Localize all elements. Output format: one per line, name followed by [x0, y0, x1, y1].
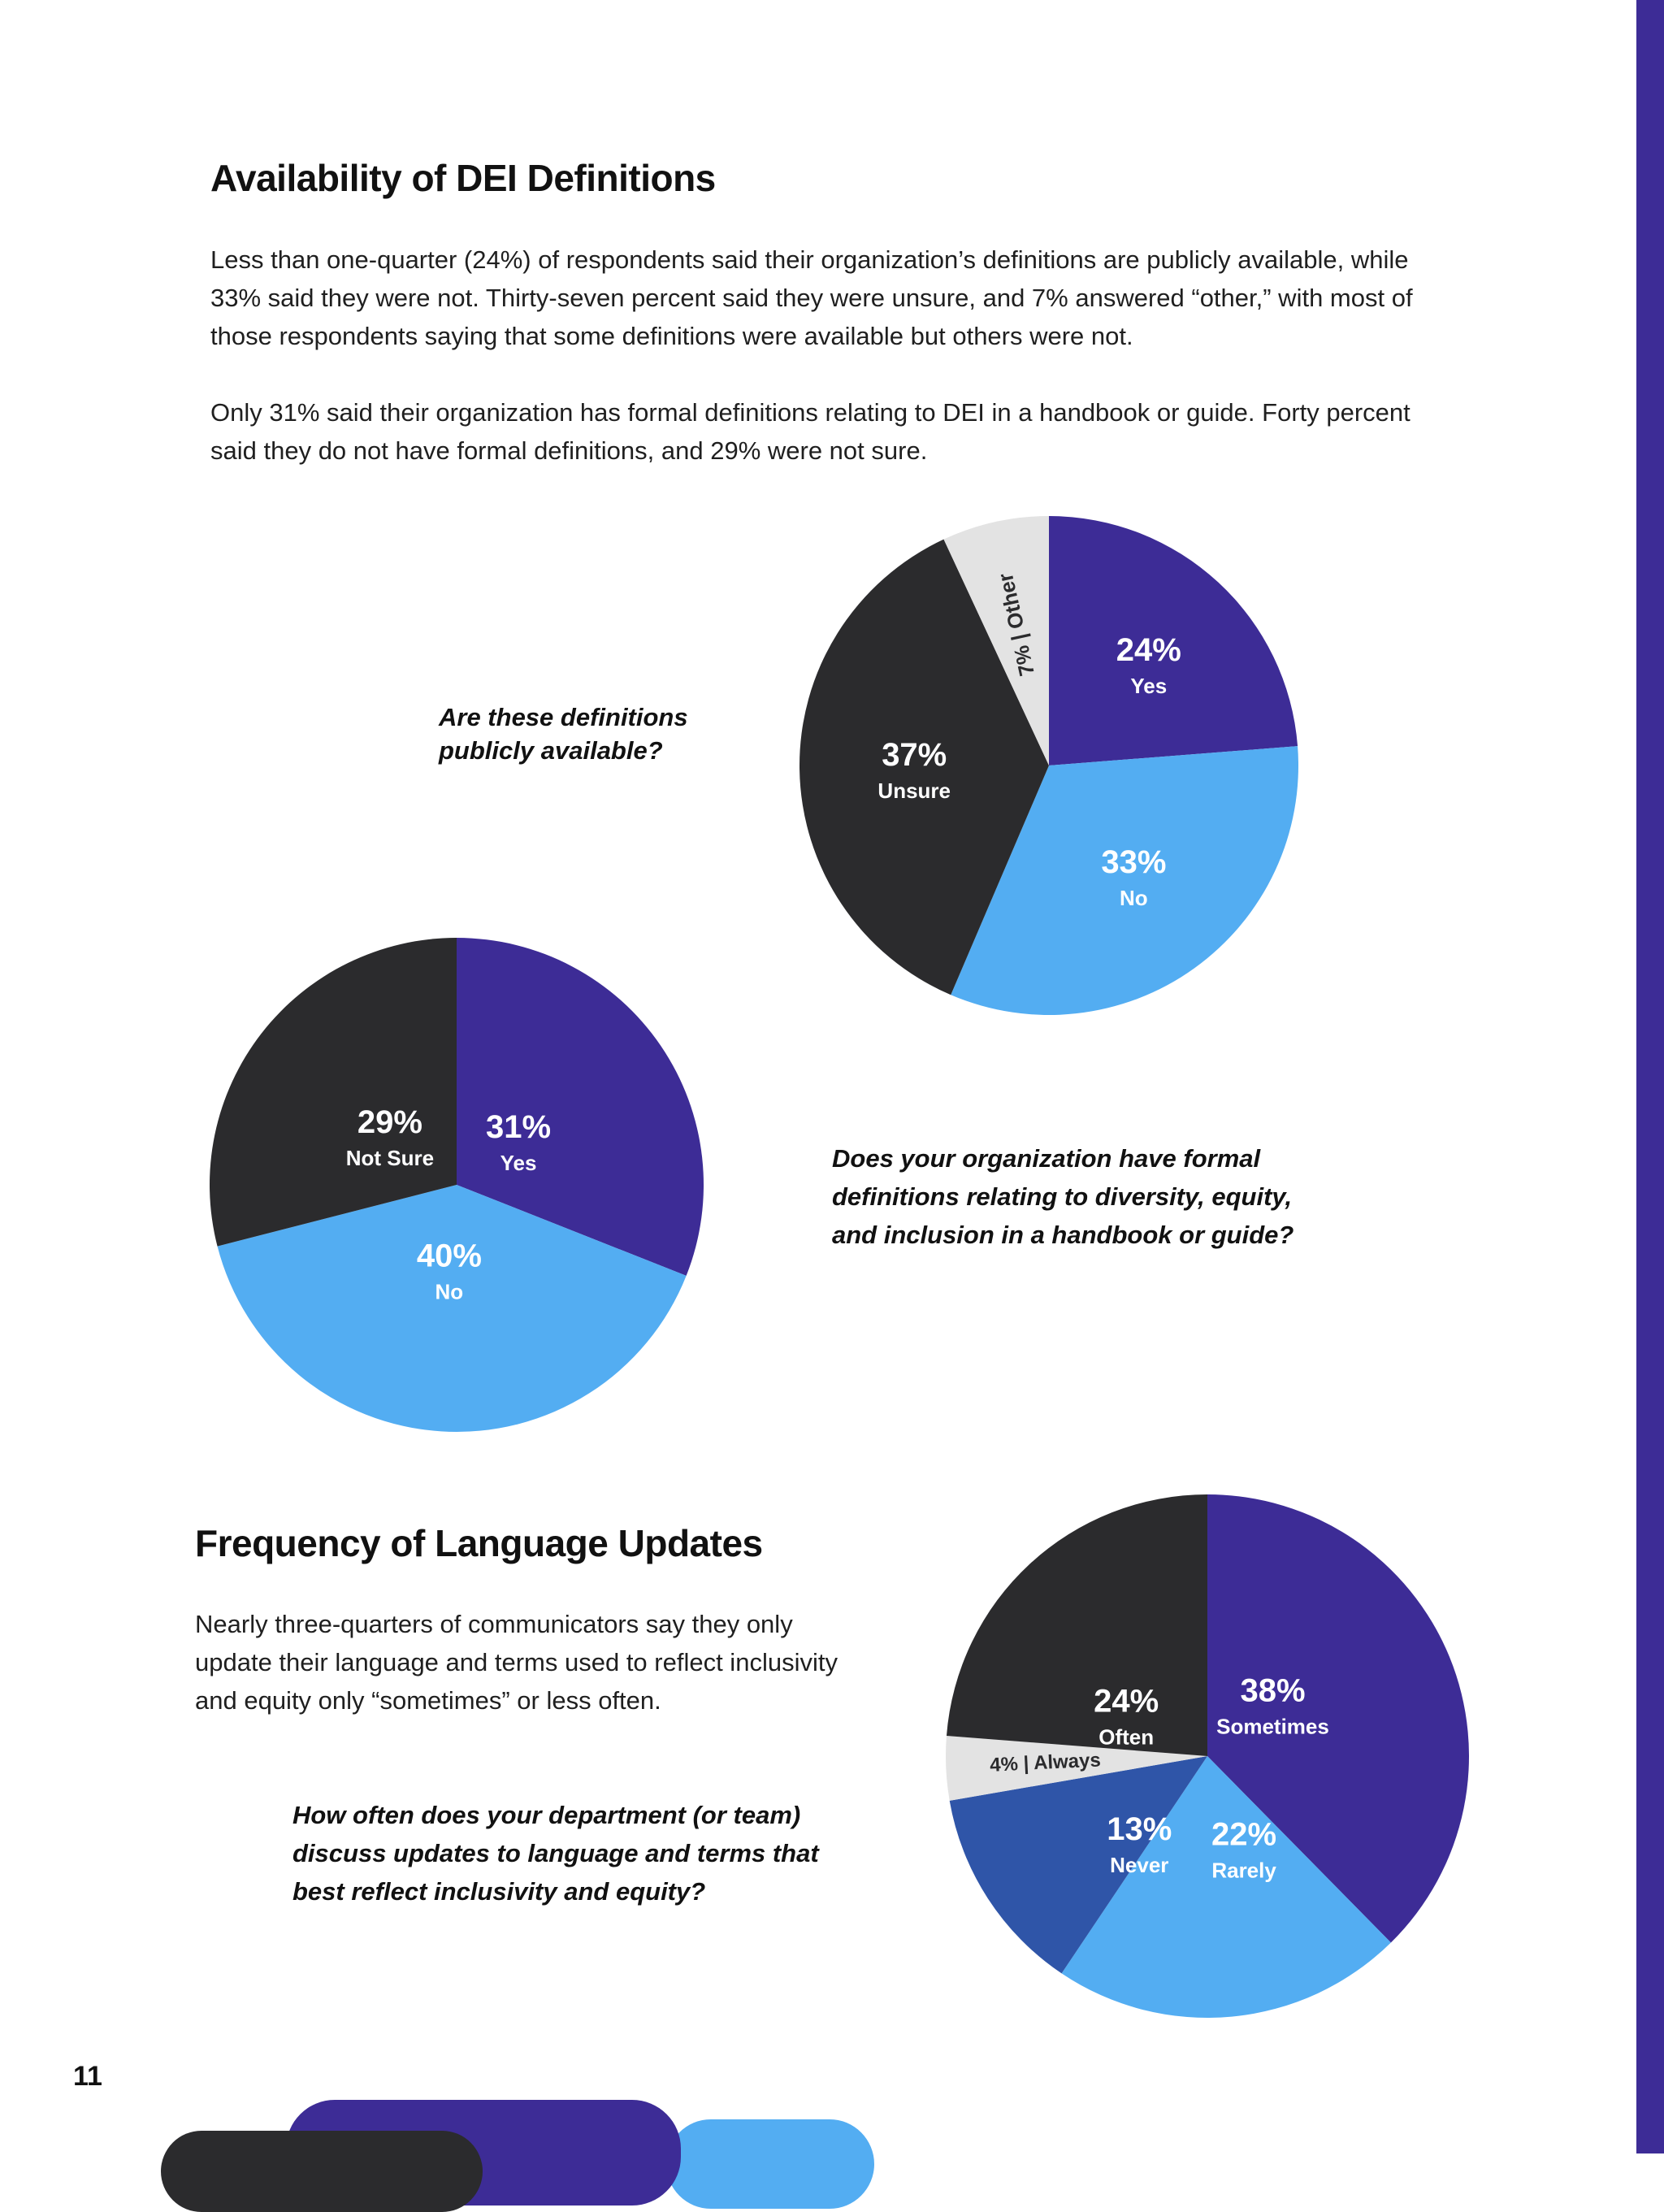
question-line: publicly available? [439, 736, 663, 765]
pie-chart-language-updates: 38% Sometimes 22% Rarely 13% Never 4% | Always… [946, 1494, 1469, 2018]
pie-category-label: Often [1098, 1724, 1154, 1749]
pie-slice-often [946, 1494, 1207, 1756]
question-line: Does your organization have formal [832, 1144, 1261, 1173]
pie-slice-yes [457, 938, 704, 1276]
section2-paragraph: Nearly three-quarters of communicators s… [195, 1605, 838, 1720]
paragraph-line: update their language and terms used to … [195, 1648, 838, 1676]
pie-value-label: 22% [1211, 1816, 1276, 1852]
question-line: definitions relating to diversity, equit… [832, 1182, 1293, 1211]
section-title-availability: Availability of DEI Definitions [210, 157, 716, 199]
section1-paragraph-2: Only 31% said their organization has for… [210, 393, 1410, 470]
side-accent-bar [1636, 0, 1664, 2153]
pie-slice-unsure [800, 539, 1049, 995]
pie-value-label: 37% [882, 737, 947, 773]
pie-slice-no [217, 1185, 687, 1432]
paragraph-line: Nearly three-quarters of communicators s… [195, 1610, 793, 1638]
pie-chart-formal-definitions: 31% Yes 40% No 29% Not Sure [210, 938, 704, 1432]
paragraph-line: and equity only “sometimes” or less ofte… [195, 1686, 661, 1715]
section-title-frequency: Frequency of Language Updates [195, 1522, 763, 1564]
pie-slice-yes [1049, 516, 1298, 766]
question-formal-definitions: Does your organization have formal defin… [832, 1139, 1294, 1254]
pie-value-label: 38% [1240, 1672, 1305, 1708]
question-line: and inclusion in a handbook or guide? [832, 1221, 1294, 1249]
paragraph-line: 33% said they were not. Thirty-seven per… [210, 284, 1413, 312]
pie-slice-sometimes [1207, 1494, 1469, 1943]
pie-category-label: Yes [500, 1151, 537, 1175]
decorative-pill-light-blue [666, 2119, 874, 2209]
pie-value-label: 13% [1107, 1811, 1172, 1847]
pie-category-label: No [436, 1279, 464, 1303]
pie-category-label: No [1120, 886, 1148, 910]
pie-value-label: 24% [1094, 1683, 1159, 1719]
pie-category-label: Sometimes [1216, 1714, 1329, 1738]
pie-value-label: 33% [1101, 844, 1166, 880]
pie-label-always: 4% | Always [990, 1749, 1102, 1776]
question-line: How often does your department (or team) [292, 1801, 801, 1829]
pie-category-label: Yes [1130, 674, 1167, 698]
question-language-updates: How often does your department (or team)… [292, 1796, 819, 1911]
section1-paragraph-1: Less than one-quarter (24%) of responden… [210, 241, 1413, 355]
page-number: 11 [73, 2061, 102, 2092]
paragraph-line: said they do not have formal definitions… [210, 436, 928, 465]
pie-slice-never [949, 1756, 1207, 1974]
pie-value-label: 40% [417, 1238, 482, 1273]
pie-slice-always [946, 1735, 1207, 1801]
pie-slice-rarely [1061, 1756, 1391, 2018]
paragraph-line: those respondents saying that some defin… [210, 322, 1133, 350]
pie-value-label: 31% [486, 1109, 551, 1145]
paragraph-line: Less than one-quarter (24%) of responden… [210, 245, 1409, 274]
pie-value-label: 29% [358, 1104, 422, 1140]
pie-category-label: Never [1110, 1853, 1168, 1877]
question-line: Are these definitions [439, 703, 688, 731]
question-line: best reflect inclusivity and equity? [292, 1877, 706, 1906]
pie-category-label: Not Sure [346, 1146, 434, 1170]
pie-slice-no [951, 746, 1298, 1015]
paragraph-line: Only 31% said their organization has for… [210, 398, 1410, 427]
question-line: discuss updates to language and terms th… [292, 1839, 819, 1867]
pie-category-label: Unsure [878, 779, 951, 803]
pie-slice-other [943, 516, 1049, 766]
pie-value-label: 24% [1116, 632, 1181, 668]
decorative-pill-dark [161, 2131, 483, 2212]
pie-slice-not-sure [210, 938, 457, 1247]
pie-category-label: Rarely [1211, 1858, 1276, 1882]
question-publicly-available: Are these definitions publicly available… [439, 700, 688, 767]
